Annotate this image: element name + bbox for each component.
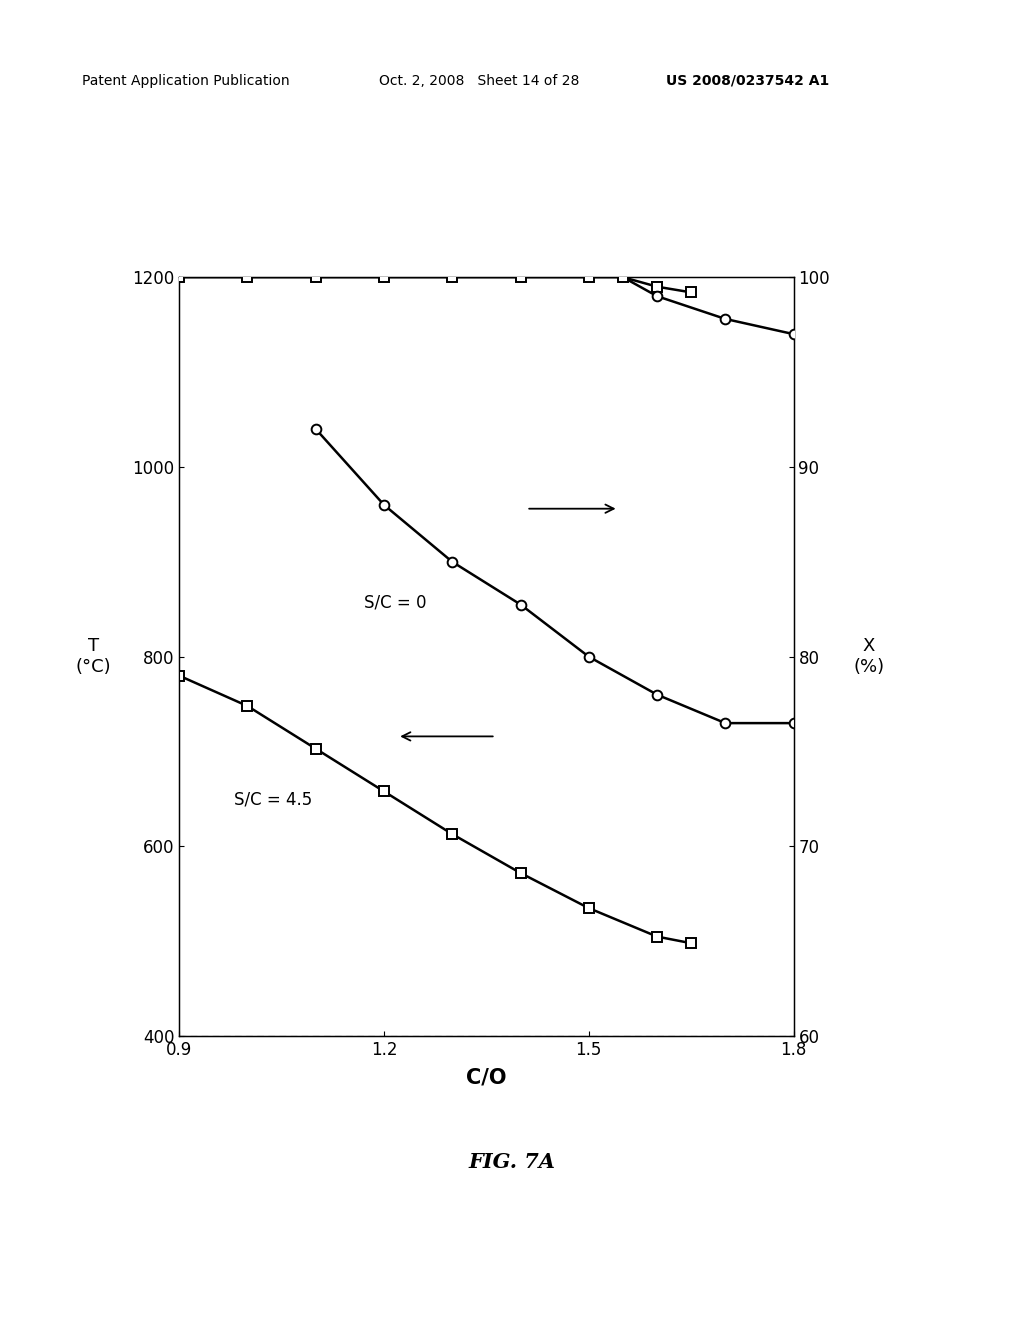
Y-axis label: T
(°C): T (°C) (76, 638, 111, 676)
Y-axis label: X
(%): X (%) (853, 638, 885, 676)
Text: S/C = 4.5: S/C = 4.5 (234, 791, 312, 809)
Text: US 2008/0237542 A1: US 2008/0237542 A1 (666, 74, 828, 88)
Text: FIG. 7A: FIG. 7A (469, 1152, 555, 1172)
Text: Oct. 2, 2008   Sheet 14 of 28: Oct. 2, 2008 Sheet 14 of 28 (379, 74, 580, 88)
Text: S/C = 0: S/C = 0 (364, 594, 426, 611)
Text: Patent Application Publication: Patent Application Publication (82, 74, 290, 88)
X-axis label: C/O: C/O (466, 1068, 507, 1088)
